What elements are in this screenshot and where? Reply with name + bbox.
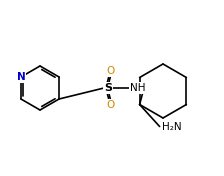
Text: O: O xyxy=(106,100,114,110)
Text: S: S xyxy=(104,83,112,93)
Text: O: O xyxy=(106,66,114,76)
Text: NH: NH xyxy=(130,83,146,93)
Text: N: N xyxy=(17,72,25,82)
Text: H₂N: H₂N xyxy=(162,122,181,133)
